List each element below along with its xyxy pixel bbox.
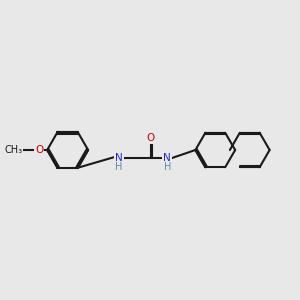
Text: O: O	[147, 133, 155, 143]
Text: H: H	[164, 162, 171, 172]
Text: N: N	[163, 153, 171, 163]
Text: N: N	[115, 153, 123, 163]
Text: O: O	[35, 145, 43, 155]
Text: H: H	[115, 162, 122, 172]
Text: CH₃: CH₃	[5, 145, 23, 155]
